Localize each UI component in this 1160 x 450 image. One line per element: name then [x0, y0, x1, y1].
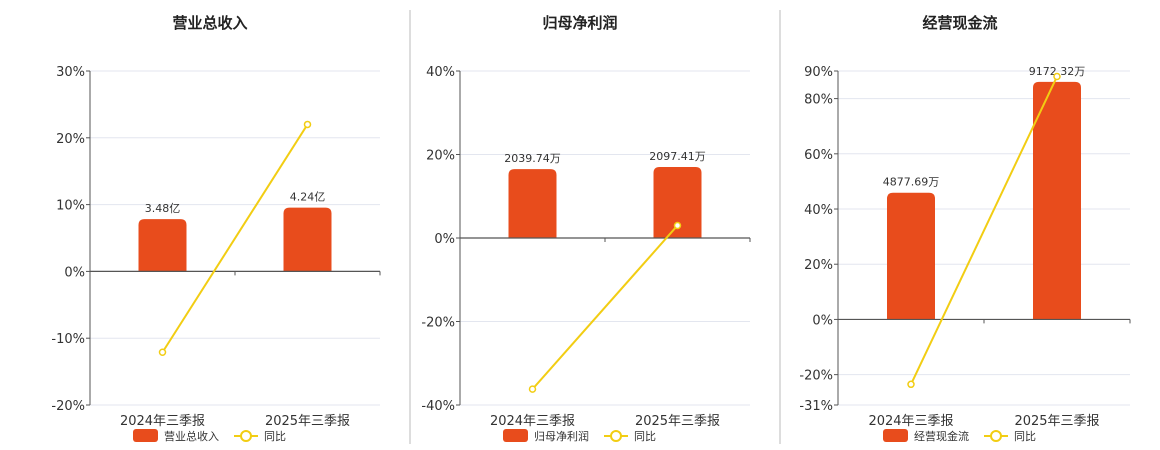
legend-bar-label: 营业总收入 — [164, 429, 219, 443]
bar — [138, 219, 187, 272]
yoy-point — [907, 380, 915, 389]
legend-bar-swatch — [503, 429, 528, 442]
legend-line-label: 同比 — [634, 430, 656, 443]
y-tick-label: 0% — [434, 232, 455, 247]
y-tick-label: -20% — [799, 369, 833, 384]
bar-value-label: 4.24亿 — [290, 191, 326, 204]
bar — [508, 169, 557, 238]
yoy-line — [910, 76, 1058, 385]
legend-bar-swatch — [883, 429, 908, 442]
bar — [653, 167, 702, 238]
y-tick-label: 40% — [804, 203, 833, 218]
y-tick-label: 20% — [426, 149, 455, 164]
bar-value-label: 4877.69万 — [883, 176, 940, 189]
legend-line-marker — [990, 430, 1002, 442]
bar — [887, 192, 935, 320]
chart-title: 归母净利润 — [542, 14, 617, 32]
y-tick-label: 20% — [804, 258, 833, 273]
y-tick-label: 90% — [804, 65, 833, 80]
y-tick-label: -40% — [421, 399, 455, 414]
x-category-label: 2025年三季报 — [265, 414, 350, 429]
chart-title: 营业总收入 — [172, 14, 247, 32]
y-tick-label: -20% — [51, 399, 85, 414]
legend-bar-label: 归母净利润 — [534, 429, 589, 443]
chart-panel-3: 经营现金流 90% 80% 60% 40% 20% 0% -20% -31% 4877.69万 20… — [799, 14, 1131, 443]
y-tick-label: 30% — [56, 65, 85, 80]
chart-panel-2: 归母净利润 40% 20% 0% -20% -40% 2039.74万 2024年三季报 209… — [421, 14, 751, 443]
legend-line-marker — [240, 430, 252, 442]
bar-value-label: 3.48亿 — [145, 202, 181, 215]
yoy-point — [1053, 72, 1061, 81]
yoy-line — [531, 224, 679, 390]
yoy-point — [303, 120, 312, 129]
x-category-label: 2024年三季报 — [868, 414, 953, 429]
y-tick-label: 80% — [804, 93, 833, 108]
chart-panel-1: 营业总收入 30% 20% 10% 0% -10% -20% 3.48亿 2024年三季报 4.2… — [51, 14, 381, 443]
yoy-point — [158, 348, 167, 356]
y-tick-label: -10% — [51, 332, 85, 347]
bar-value-label: 2039.74万 — [504, 152, 561, 165]
yoy-line — [161, 123, 309, 353]
legend-line-marker — [610, 430, 622, 442]
bar — [283, 207, 332, 272]
y-tick-label: 60% — [804, 148, 833, 163]
chart-title: 经营现金流 — [922, 14, 997, 32]
y-tick-label: 0% — [64, 265, 85, 280]
y-tick-label: 0% — [812, 313, 833, 328]
y-tick-label: 10% — [56, 199, 85, 214]
bar-value-label: 9172.32万 — [1029, 65, 1086, 78]
y-tick-label: -31% — [799, 399, 833, 414]
yoy-point — [528, 385, 537, 393]
x-category-label: 2025年三季报 — [635, 414, 720, 429]
bar — [1033, 81, 1081, 320]
x-category-label: 2025年三季报 — [1014, 414, 1099, 429]
yoy-point — [673, 221, 682, 230]
bar-value-label: 2097.41万 — [649, 150, 706, 163]
legend-bar-label: 经营现金流 — [914, 429, 969, 443]
x-category-label: 2024年三季报 — [120, 414, 205, 429]
legend-bar-swatch — [133, 429, 158, 442]
legend-line-label: 同比 — [1014, 430, 1036, 443]
y-tick-label: 40% — [426, 65, 455, 80]
legend-line-label: 同比 — [264, 430, 286, 443]
y-tick-label: -20% — [421, 316, 455, 331]
y-tick-label: 20% — [56, 132, 85, 147]
x-category-label: 2024年三季报 — [490, 414, 575, 429]
